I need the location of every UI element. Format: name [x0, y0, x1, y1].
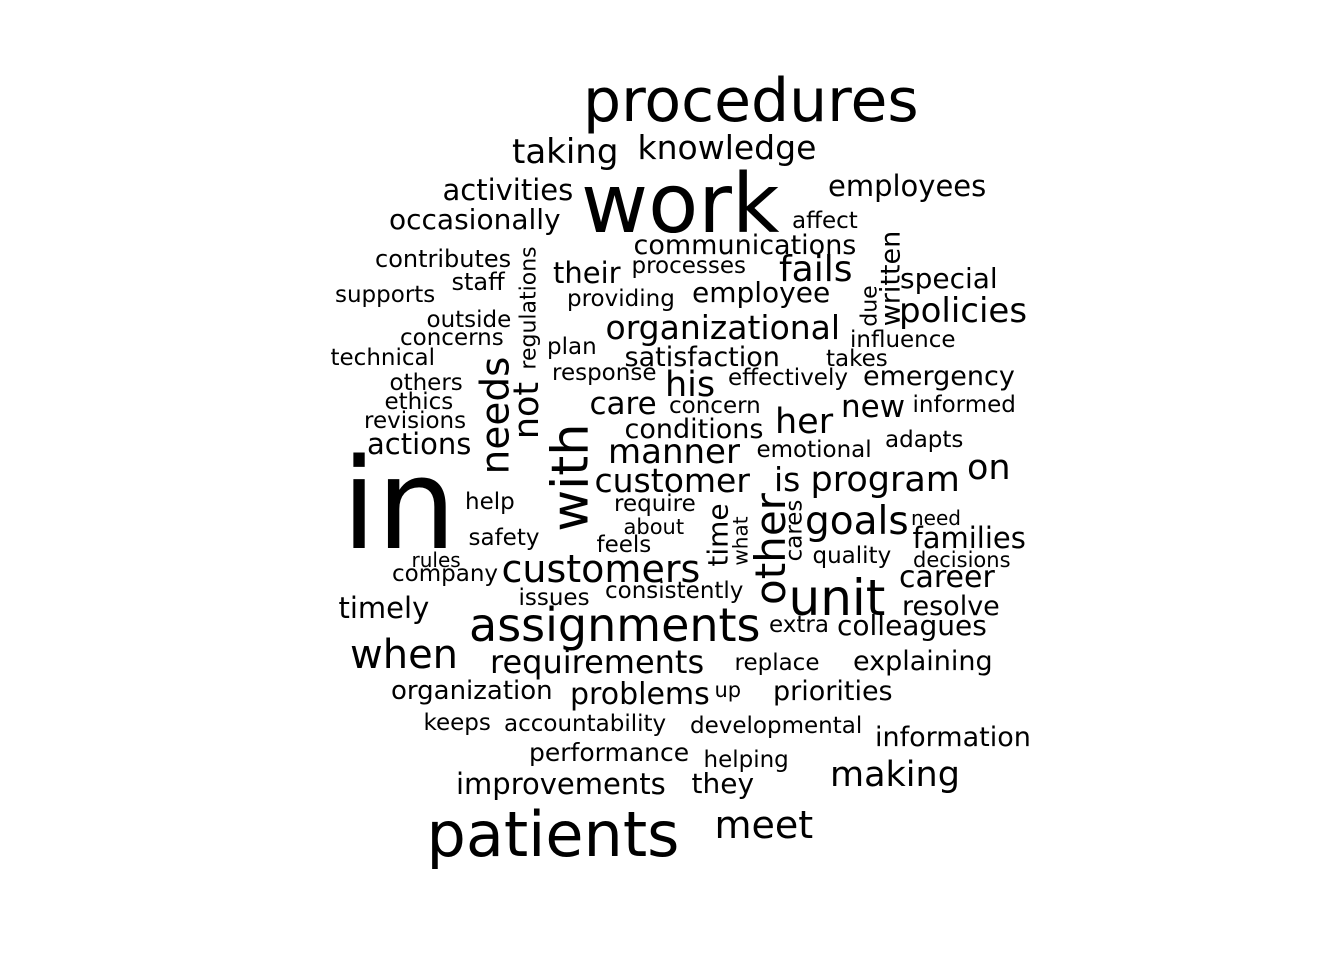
word-taking: taking [512, 132, 619, 172]
word-organization: organization [391, 676, 553, 706]
word-program: program [810, 459, 960, 500]
word-developmental: developmental [690, 712, 863, 739]
word-informed: informed [912, 391, 1016, 418]
word-replace: replace [734, 649, 820, 676]
word-explaining: explaining [853, 645, 993, 677]
word-families: families [912, 520, 1026, 555]
word-procedures: procedures [583, 66, 919, 136]
word-need: need [911, 506, 961, 530]
word-patients: patients [426, 798, 680, 871]
word-occasionally: occasionally [389, 203, 561, 236]
word-response: response [552, 359, 657, 386]
word-plan: plan [547, 333, 597, 360]
word-activities: activities [442, 172, 574, 207]
word-special: special [900, 262, 998, 295]
word-cares: cares [781, 499, 808, 561]
word-feels: feels [596, 531, 652, 558]
word-meet: meet [714, 803, 814, 847]
word-extra: extra [769, 611, 829, 638]
word-their: their [553, 255, 621, 290]
word-actions: actions [367, 426, 472, 461]
word-making: making [830, 754, 960, 795]
word-emotional: emotional [756, 436, 872, 463]
word-help: help [465, 488, 515, 515]
word-decisions: decisions [913, 547, 1011, 572]
word-up: up [714, 677, 742, 702]
word-quality: quality [812, 542, 892, 569]
word-with: with [541, 422, 601, 532]
word-influence: influence [850, 326, 956, 353]
word-helping: helping [703, 746, 789, 773]
word-colleagues: colleagues [837, 609, 987, 642]
word-they: they [691, 767, 755, 800]
word-concern: concern [669, 392, 761, 419]
word-unit: unit [788, 569, 886, 627]
word-affect: affect [792, 207, 858, 234]
word-improvements: improvements [456, 766, 666, 801]
word-fails: fails [779, 249, 853, 290]
word-supports: supports [335, 281, 436, 308]
word-problems: problems [570, 677, 710, 712]
word-career: career [899, 560, 995, 595]
word-information: information [875, 721, 1031, 753]
word-customer: customer [594, 460, 750, 500]
word-his: his [665, 364, 716, 405]
word-in: in [341, 431, 457, 578]
word-work: work [581, 157, 780, 252]
word-safety: safety [468, 524, 540, 551]
word-satisfaction: satisfaction [624, 341, 780, 373]
word-keeps: keeps [423, 709, 491, 736]
word-technical: technical [330, 344, 436, 371]
word-is: is [774, 459, 801, 499]
word-company: company [392, 560, 499, 587]
word-revisions: revisions [364, 407, 467, 434]
word-staff: staff [451, 268, 505, 296]
word-about: about [623, 514, 685, 539]
word-processes: processes [631, 252, 747, 279]
word-outside: outside [426, 306, 512, 333]
word-ethics: ethics [384, 388, 454, 415]
word-manner: manner [608, 432, 740, 472]
word-consistently: consistently [605, 577, 744, 604]
word-new: new [841, 388, 906, 425]
word-knowledge: knowledge [637, 127, 817, 167]
word-what: what [728, 516, 753, 566]
word-organizational: organizational [605, 307, 841, 347]
word-concerns: concerns [400, 324, 504, 351]
word-contributes: contributes [375, 245, 512, 273]
word-regulations: regulations [516, 246, 542, 370]
word-issues: issues [518, 584, 590, 611]
word-accountability: accountability [504, 710, 667, 737]
word-on: on [967, 447, 1011, 488]
word-priorities: priorities [773, 675, 893, 707]
word-emergency: emergency [863, 360, 1015, 392]
word-employees: employees [828, 168, 987, 203]
word-providing: providing [567, 285, 675, 312]
word-takes: takes [826, 345, 888, 372]
word-policies: policies [899, 291, 1028, 331]
word-others: others [389, 369, 463, 396]
word-due: due [857, 285, 883, 327]
word-resolve: resolve [902, 590, 1000, 622]
word-employee: employee [692, 276, 831, 309]
word-goals: goals [805, 498, 909, 544]
word-rules: rules [411, 548, 461, 572]
word-customers: customers [501, 547, 701, 591]
word-her: her [775, 401, 834, 442]
word-requirements: requirements [490, 643, 705, 681]
word-assignments: assignments [469, 598, 761, 652]
word-not: not [506, 381, 547, 439]
word-conditions: conditions [624, 413, 764, 445]
word-require: require [614, 490, 696, 517]
word-care: care [589, 385, 657, 422]
word-effectively: effectively [728, 364, 848, 391]
word-timely: timely [338, 590, 430, 625]
word-performance: performance [529, 737, 690, 767]
word-communications: communications [633, 229, 857, 261]
word-when: when [350, 632, 459, 678]
word-adapts: adapts [885, 426, 964, 453]
